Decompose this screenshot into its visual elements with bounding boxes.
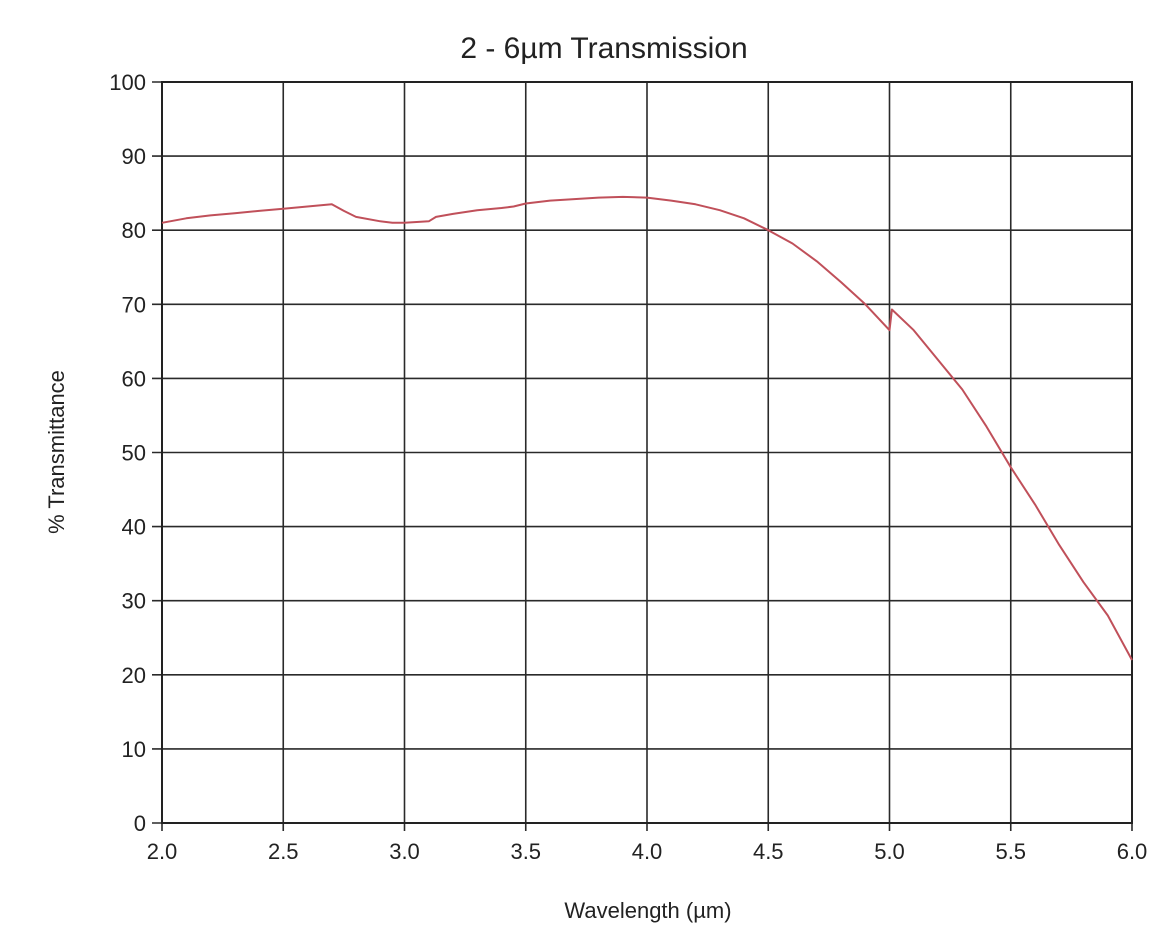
y-tick-label: 50 <box>122 441 146 466</box>
x-axis-title: Wavelength (µm) <box>564 898 731 923</box>
x-tick-label: 6.0 <box>1117 839 1148 864</box>
x-tick-label: 3.5 <box>510 839 541 864</box>
x-tick-label: 5.0 <box>874 839 905 864</box>
y-tick-label: 70 <box>122 292 146 317</box>
x-tick-label: 2.5 <box>268 839 299 864</box>
series <box>161 195 1133 661</box>
y-tick-label: 60 <box>122 366 146 391</box>
y-tick-label: 80 <box>122 218 146 243</box>
y-tick-label: 90 <box>122 144 146 169</box>
y-tick-label: 0 <box>134 811 146 836</box>
y-tick-label: 40 <box>122 515 146 540</box>
chart-title: 2 - 6µm Transmission <box>460 32 747 65</box>
y-tick-label: 20 <box>122 663 146 688</box>
x-tick-label: 5.5 <box>995 839 1026 864</box>
x-tick-label: 2.0 <box>147 839 178 864</box>
y-tick-label: 30 <box>122 589 146 614</box>
y-axis-title: % Transmittance <box>44 370 69 534</box>
grid <box>152 81 1133 831</box>
x-tick-label: 4.5 <box>753 839 784 864</box>
x-tick-label: 3.0 <box>389 839 420 864</box>
y-tick-label: 100 <box>109 70 146 95</box>
y-tick-label: 10 <box>122 737 146 762</box>
tick-labels: 2.0 2.5 3.0 3.5 4.0 4.5 5.0 5.5 6.0 0 10 20 30 40 50 60… <box>109 70 1147 864</box>
series-line <box>161 195 1133 661</box>
x-tick-label: 4.0 <box>632 839 663 864</box>
plot-frame <box>161 81 1133 824</box>
